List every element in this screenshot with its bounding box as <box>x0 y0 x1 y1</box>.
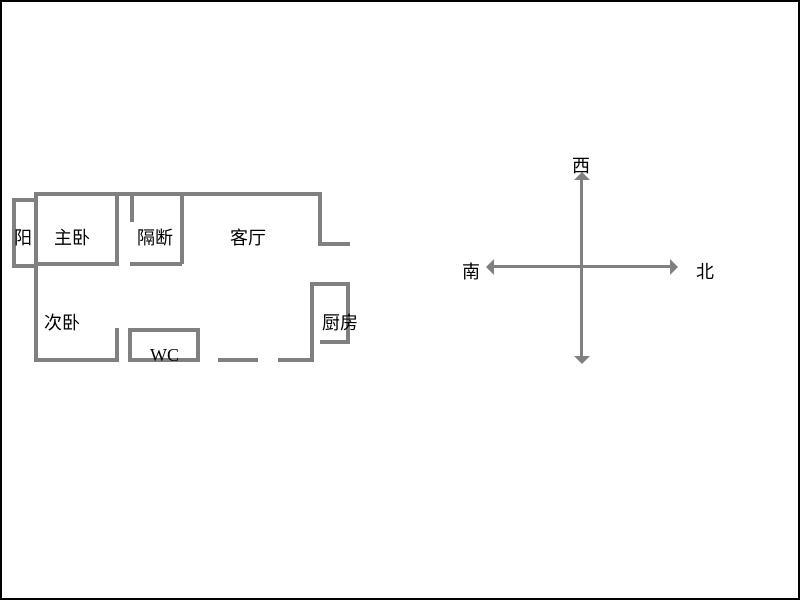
compass-arrow-left <box>486 259 494 275</box>
label-living-room: 客厅 <box>230 224 266 250</box>
wall-segment <box>130 262 182 266</box>
wall-segment <box>278 358 314 362</box>
label-wc: WC <box>150 345 179 366</box>
wall-segment <box>34 262 119 266</box>
wall-segment <box>12 264 34 268</box>
floorplan-canvas: 阳 主卧 隔断 客厅 次卧 厨房 WC 西 南 北 <box>0 0 800 600</box>
wall-segment <box>180 192 184 264</box>
wall-segment <box>318 242 350 246</box>
label-kitchen: 厨房 <box>322 309 358 335</box>
compass-vertical <box>580 180 583 356</box>
wall-segment <box>310 282 350 286</box>
label-master-bedroom: 主卧 <box>54 224 90 250</box>
wall-segment <box>34 192 322 196</box>
wall-segment <box>310 282 314 362</box>
wall-segment <box>34 192 38 362</box>
wall-segment <box>128 328 200 332</box>
label-second-bedroom: 次卧 <box>44 309 80 335</box>
compass-arrow-right <box>670 259 678 275</box>
wall-segment <box>196 328 200 362</box>
wall-segment <box>115 328 119 362</box>
compass-label-west: 西 <box>572 152 590 178</box>
wall-segment <box>218 358 258 362</box>
wall-segment <box>130 192 134 222</box>
compass-label-south: 南 <box>462 258 480 284</box>
wall-segment <box>115 196 119 264</box>
wall-segment <box>128 328 132 362</box>
label-partition: 隔断 <box>137 224 173 250</box>
compass-label-north: 北 <box>696 258 714 284</box>
wall-segment <box>34 358 118 362</box>
wall-segment <box>320 340 350 344</box>
label-balcony: 阳 <box>14 224 32 250</box>
wall-segment <box>318 192 322 246</box>
compass-arrow-down <box>574 356 590 364</box>
